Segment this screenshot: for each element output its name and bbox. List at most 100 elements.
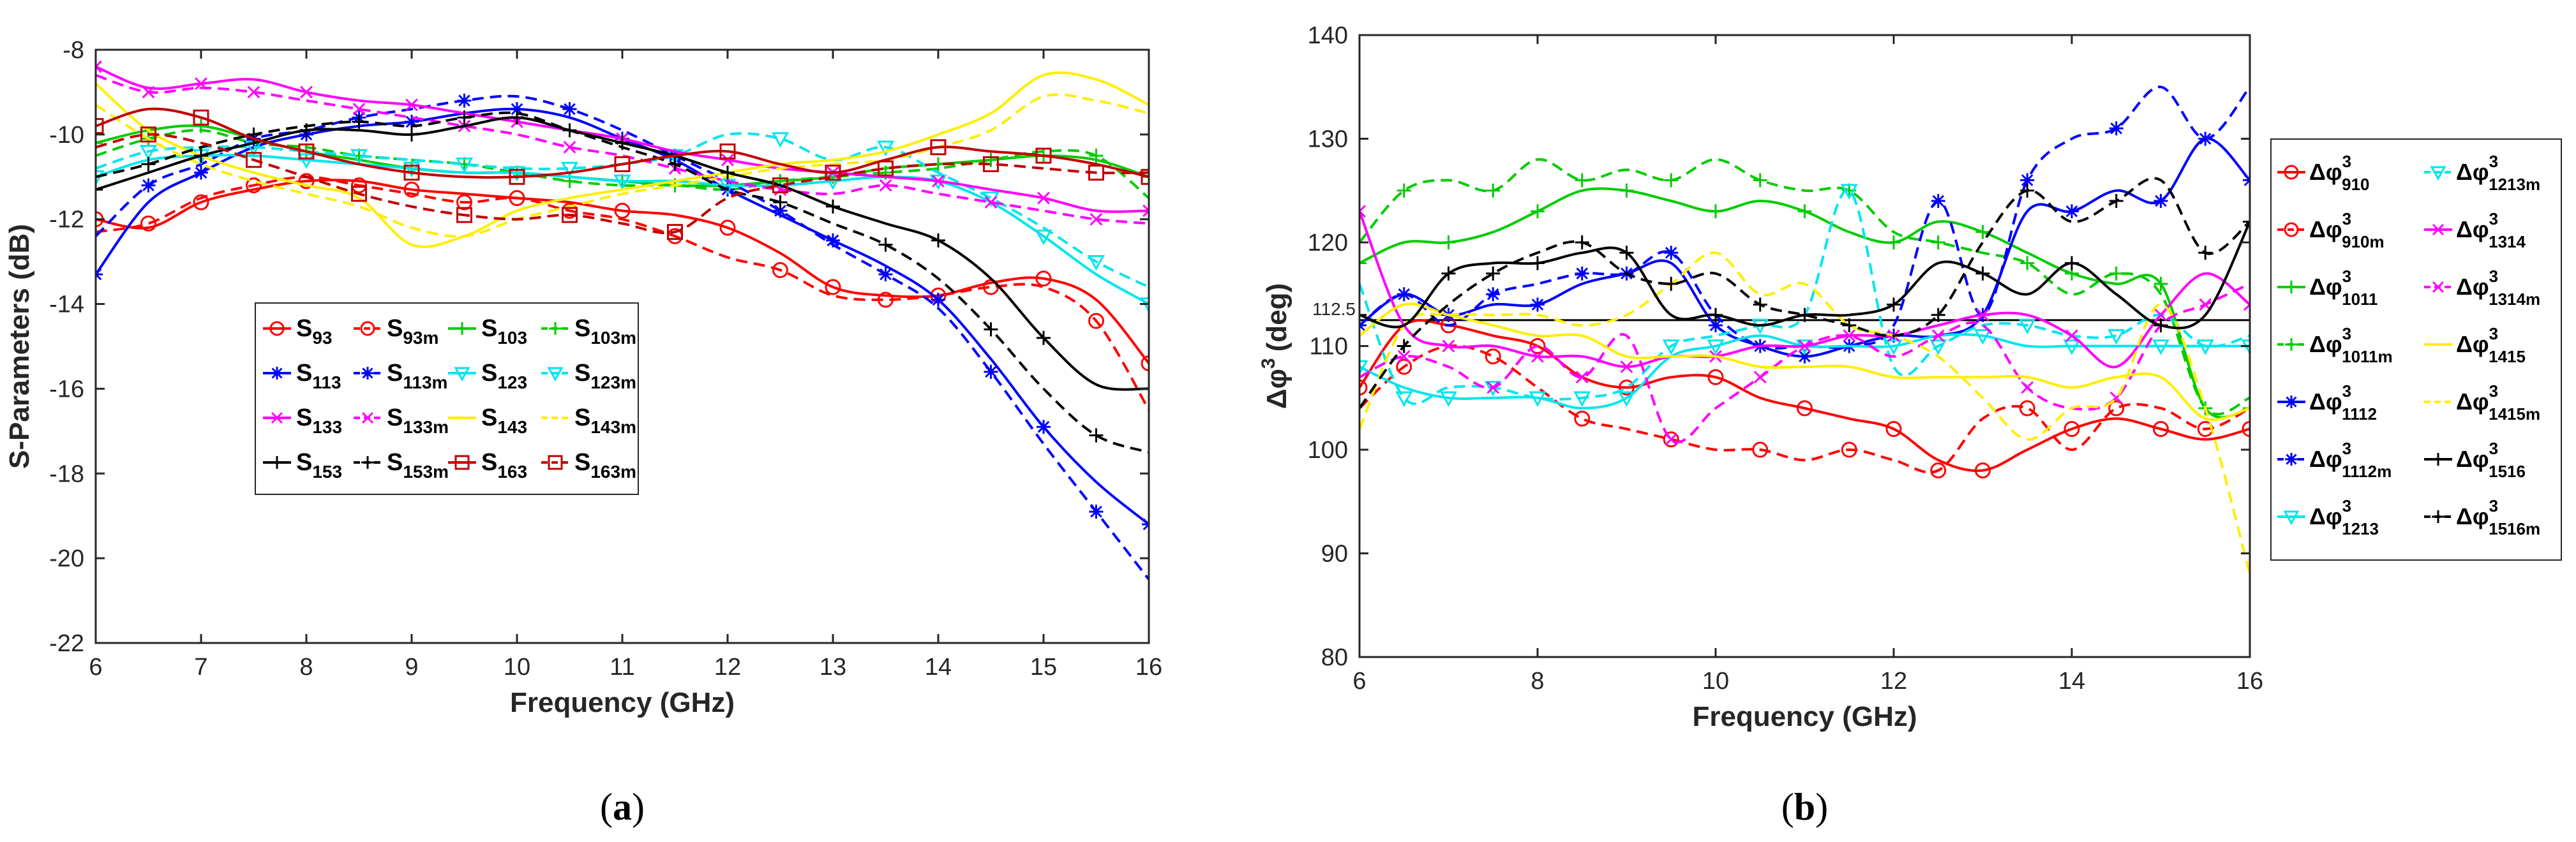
a-y-tick-label: -18 [49, 461, 84, 487]
a-x-tick-label: 8 [299, 654, 313, 681]
a-series-line-163 [96, 107, 1149, 179]
b-data-point [1359, 307, 1367, 322]
b-data-point [1396, 358, 1412, 375]
b-x-tick-label: 16 [2236, 668, 2263, 695]
panel-b-legend-label-sup: 3 [2489, 209, 2498, 228]
panel-b-legend-label-sup: 3 [2342, 152, 2351, 171]
b-x-tick-label: 6 [1352, 668, 1366, 695]
panel-b-legend-label-sub: 910m [2342, 232, 2385, 251]
b-data-point [1976, 308, 1989, 321]
panel-a-legend-marker [361, 411, 374, 424]
panel-a-legend-label-base: S [574, 449, 590, 476]
b-x-tick-label: 10 [1702, 668, 1729, 695]
panel-b-y-axis-label-sup: 3 [1258, 358, 1279, 369]
b-data-point [1663, 431, 1679, 448]
a-data-point [984, 196, 998, 209]
a-data-point [193, 194, 209, 211]
a-data-point [508, 166, 526, 182]
b-data-point [1619, 380, 1635, 395]
b-data-point [1975, 462, 1991, 478]
b-data-point [2109, 266, 2123, 281]
b-data-point [2063, 421, 2080, 437]
panel-b-legend-label: Δφ3 1516 [2456, 439, 2526, 481]
a-series-line-143m [96, 93, 1149, 238]
panel-b-legend-label: Δφ3 910 [2309, 152, 2370, 194]
panel-b-legend-label-base: Δφ [2309, 216, 2342, 242]
a-data-point [826, 233, 840, 247]
panel-a-legend-label: S93 [296, 315, 333, 348]
panel-b-legend-label-sup: 3 [2489, 439, 2498, 458]
b-data-point [1574, 410, 1591, 427]
b-data-point [1397, 183, 1411, 198]
a-series-line-153 [96, 116, 1149, 391]
a-data-point [298, 143, 315, 159]
panel-b-legend-label-sup: 3 [2342, 324, 2351, 343]
panel-a: 6 7 8 9 10 11 12 13 14 15 16 -22 -20 -18 -16 -14 -12 -10 -… [4, 37, 1162, 828]
panel-a-legend-marker [454, 367, 470, 382]
a-data-point [562, 123, 577, 138]
a-data-point [562, 207, 578, 223]
a-data-point [1088, 165, 1104, 181]
panel-a-legend-marker [271, 411, 283, 424]
a-data-point [984, 364, 998, 379]
b-data-point [1931, 235, 1945, 249]
b-data-point [1842, 318, 1857, 332]
b-data-point [1395, 391, 1413, 407]
panel-b: 112.5 6 8 10 12 14 16 80 90 100 110 120 130 140 Freq… [1258, 22, 2562, 828]
b-series-1415 [1359, 302, 2250, 421]
panel-a-legend-label-sub: 103 [497, 328, 527, 348]
panel-b-legend-label-sup: 3 [2342, 209, 2351, 228]
a-data-point [878, 292, 894, 308]
a-series-153 [96, 110, 1149, 396]
b-y-tick-label: 80 [1321, 644, 1348, 671]
b-data-point [2018, 318, 2036, 335]
a-data-point [772, 262, 788, 278]
b-data-point [1619, 246, 1634, 260]
panel-b-legend-label: Δφ3 1314m [2456, 267, 2540, 309]
panel-a-legend-label: S143m [574, 404, 636, 437]
panel-b-legend-label: Δφ3 1213m [2456, 152, 2540, 194]
panel-b-legend-box [2270, 138, 2562, 561]
a-data-point [1089, 428, 1104, 443]
panel-a-legend-box [255, 302, 639, 495]
panel-b-series [1359, 85, 2250, 575]
b-data-point [2242, 421, 2250, 437]
panel-a-legend-label-sub: 113m [403, 373, 447, 392]
panel-a-legend-label: S153m [387, 449, 449, 482]
panel-b-legend-marker [2432, 510, 2445, 523]
panel-b-legend-label-base: Δφ [2456, 274, 2489, 300]
b-data-point [2153, 277, 2168, 291]
panel-a-legend-label-sub: 143m [590, 417, 636, 437]
panel-a-legend-marker [361, 367, 374, 380]
b-data-point [1665, 432, 1678, 446]
b-series-line-910m [1359, 344, 2250, 474]
panel-b-legend-label-sup: 3 [2342, 381, 2351, 401]
a-data-point [457, 110, 472, 125]
b-data-point [1885, 421, 1902, 437]
panel-a-legend-label-sub: 163m [590, 462, 636, 482]
b-data-point [1531, 350, 1544, 363]
b-data-point [1707, 339, 1725, 355]
b-data-point [1929, 339, 1947, 355]
panel-b-legend-label: Δφ3 1213 [2309, 496, 2379, 538]
b-data-point [2243, 214, 2250, 229]
panel-a-x-axis-label: Frequency (GHz) [510, 687, 735, 718]
b-data-point [1531, 204, 1545, 219]
b-data-point [2153, 421, 2169, 437]
panel-b-legend-label-base: Δφ [2456, 159, 2489, 185]
a-data-point [298, 173, 315, 189]
panel-a-legend-label-base: S [481, 449, 497, 476]
b-data-point [1439, 391, 1458, 407]
b-series-910m [1359, 344, 2250, 478]
a-x-tick-label: 9 [405, 654, 418, 681]
a-data-point [510, 102, 524, 116]
b-data-point [1753, 173, 1767, 188]
panel-a-ticks: 6 7 8 9 10 11 12 13 14 15 16 -22 -20 -18 -16 -14 -12 -10 -… [49, 37, 1162, 681]
panel-a-legend-marker [271, 367, 283, 380]
a-y-tick-label: -12 [49, 207, 84, 233]
panel-b-legend-marker [2430, 166, 2446, 181]
a-series-line-133m [96, 73, 1149, 225]
b-data-point [1840, 184, 1858, 200]
panel-a-legend-label-base: S [481, 404, 497, 431]
panel-a-legend-label-base: S [296, 315, 312, 342]
